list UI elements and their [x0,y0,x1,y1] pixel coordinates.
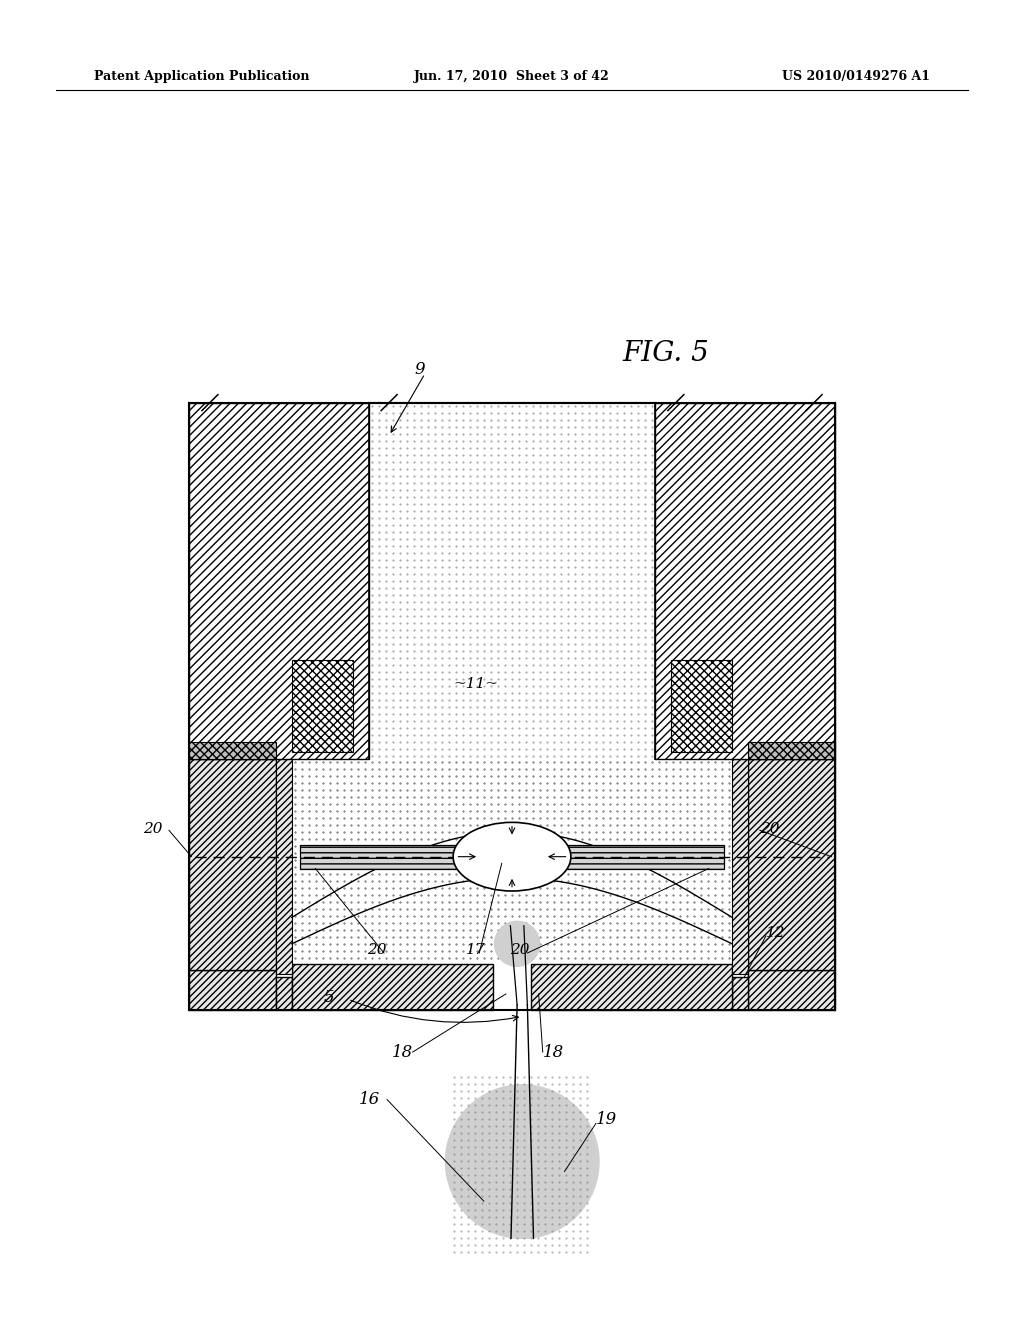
Text: 16: 16 [358,1092,380,1107]
Text: 20: 20 [367,944,386,957]
Bar [748,970,835,1010]
Text: 18: 18 [543,1044,564,1060]
Bar [655,403,835,759]
Bar [748,742,835,759]
Text: 20: 20 [143,822,163,836]
Bar [189,403,369,759]
Text: 12: 12 [766,927,785,940]
Bar [276,759,292,974]
Text: 9: 9 [415,362,425,378]
Text: Patent Application Publication: Patent Application Publication [94,70,309,83]
Text: FIG. 5: FIG. 5 [623,341,710,367]
Bar [748,759,835,970]
Bar [300,845,724,869]
Circle shape [495,921,540,966]
Text: 5: 5 [324,990,334,1006]
Text: Jun. 17, 2010  Sheet 3 of 42: Jun. 17, 2010 Sheet 3 of 42 [414,70,610,83]
Bar [292,660,353,752]
Text: 20: 20 [510,944,529,957]
Bar [732,977,748,1010]
Bar [189,970,276,1010]
Bar [732,759,748,974]
Bar [369,403,655,759]
Text: 18: 18 [391,1044,413,1060]
Text: ~11~: ~11~ [454,677,499,690]
Ellipse shape [453,822,571,891]
Text: 19: 19 [596,1111,617,1127]
Text: 20: 20 [760,822,779,836]
Bar [189,742,276,759]
Bar [189,759,276,970]
Bar [276,977,292,1010]
Text: US 2010/0149276 A1: US 2010/0149276 A1 [781,70,930,83]
Bar [531,964,732,1010]
Bar [292,759,732,964]
Circle shape [445,1085,599,1238]
Bar [292,964,493,1010]
Text: 17: 17 [466,944,485,957]
Bar [671,660,732,752]
